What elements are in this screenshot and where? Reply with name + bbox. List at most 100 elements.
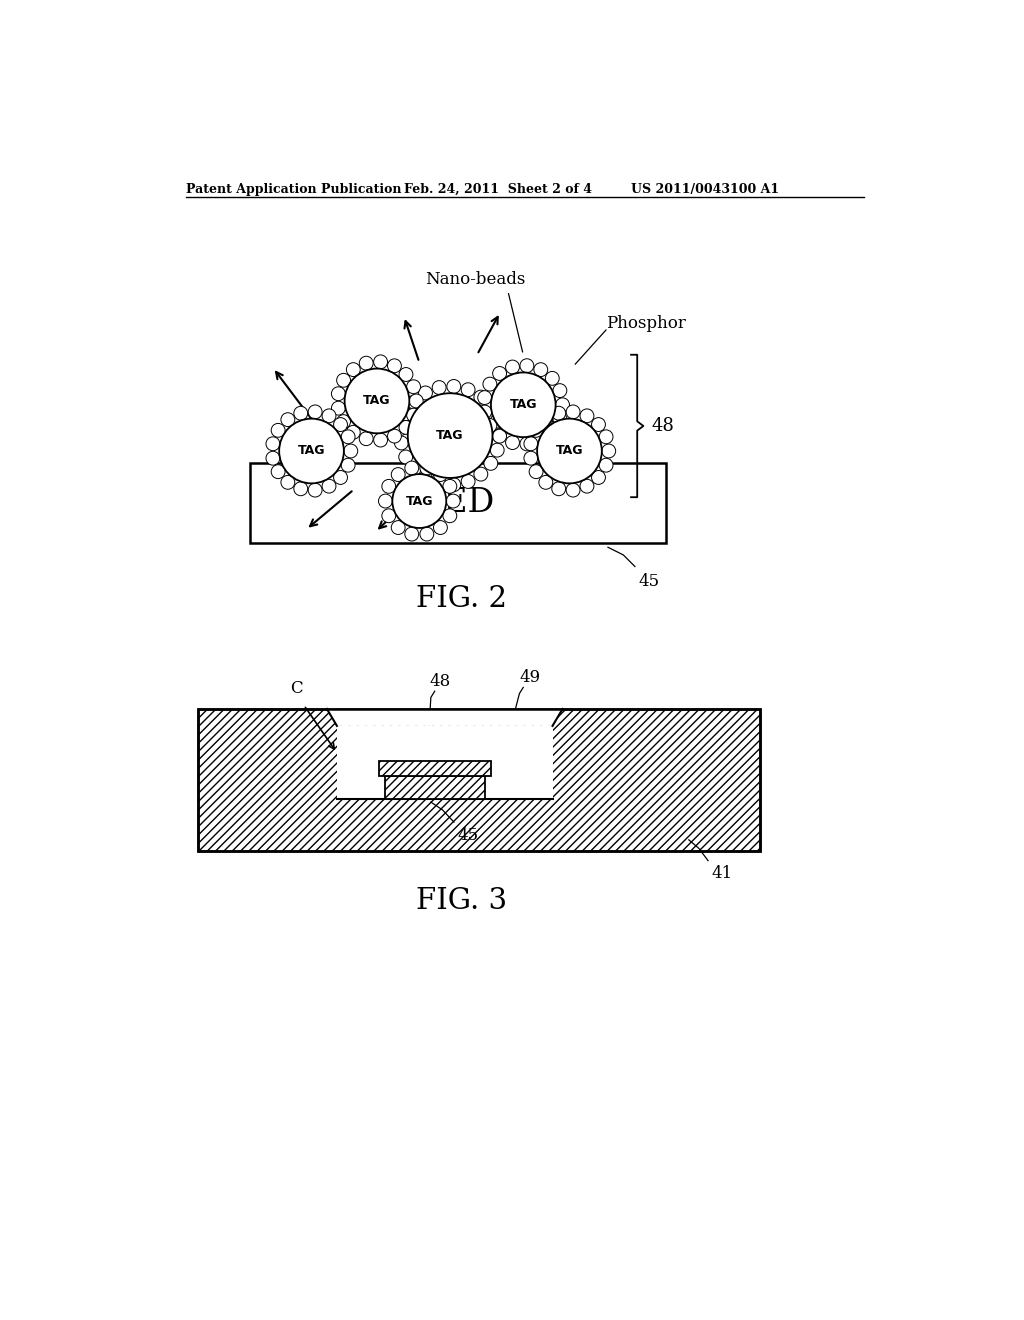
Circle shape bbox=[592, 470, 605, 484]
Text: 48: 48 bbox=[651, 417, 674, 436]
Text: US 2011/0043100 A1: US 2011/0043100 A1 bbox=[631, 183, 779, 197]
Circle shape bbox=[374, 355, 387, 368]
Circle shape bbox=[407, 408, 421, 422]
Circle shape bbox=[483, 378, 497, 391]
Text: FIG. 2: FIG. 2 bbox=[416, 585, 507, 612]
Circle shape bbox=[599, 430, 613, 444]
Circle shape bbox=[391, 467, 406, 482]
Circle shape bbox=[382, 508, 395, 523]
Text: 49: 49 bbox=[519, 669, 541, 686]
Circle shape bbox=[546, 424, 559, 438]
Circle shape bbox=[398, 408, 413, 421]
Circle shape bbox=[529, 465, 543, 479]
Circle shape bbox=[580, 479, 594, 494]
Text: C: C bbox=[290, 680, 302, 697]
Circle shape bbox=[484, 457, 498, 470]
Circle shape bbox=[399, 421, 413, 434]
Circle shape bbox=[553, 412, 567, 426]
Bar bbox=[385, 776, 484, 799]
Circle shape bbox=[387, 359, 401, 372]
Circle shape bbox=[419, 385, 432, 400]
Circle shape bbox=[478, 405, 492, 418]
Polygon shape bbox=[327, 709, 562, 726]
Text: Phosphor: Phosphor bbox=[606, 315, 686, 333]
Circle shape bbox=[334, 470, 347, 484]
Circle shape bbox=[266, 451, 280, 465]
Circle shape bbox=[539, 475, 553, 490]
Circle shape bbox=[552, 482, 565, 496]
Circle shape bbox=[484, 401, 498, 414]
Circle shape bbox=[346, 425, 360, 440]
Circle shape bbox=[493, 429, 507, 444]
Circle shape bbox=[392, 474, 446, 528]
Circle shape bbox=[546, 371, 559, 385]
Circle shape bbox=[391, 520, 406, 535]
Text: TAG: TAG bbox=[364, 395, 391, 408]
Circle shape bbox=[534, 433, 548, 447]
Circle shape bbox=[493, 367, 507, 380]
Circle shape bbox=[446, 478, 461, 491]
Circle shape bbox=[419, 471, 432, 486]
Circle shape bbox=[474, 467, 487, 480]
Text: 41: 41 bbox=[712, 866, 733, 882]
Circle shape bbox=[534, 363, 548, 376]
Circle shape bbox=[599, 458, 613, 473]
Circle shape bbox=[524, 451, 538, 465]
Circle shape bbox=[483, 418, 497, 433]
Circle shape bbox=[420, 461, 434, 475]
Circle shape bbox=[580, 409, 594, 422]
Circle shape bbox=[420, 527, 434, 541]
Circle shape bbox=[506, 436, 519, 450]
Circle shape bbox=[490, 372, 556, 437]
Circle shape bbox=[387, 429, 401, 444]
Circle shape bbox=[446, 494, 460, 508]
Circle shape bbox=[404, 461, 419, 475]
Text: TAG: TAG bbox=[510, 399, 537, 412]
Circle shape bbox=[345, 368, 410, 433]
Circle shape bbox=[346, 363, 360, 376]
Bar bbox=[199, 709, 761, 851]
Circle shape bbox=[408, 393, 493, 478]
Circle shape bbox=[294, 407, 307, 420]
Text: LED: LED bbox=[421, 487, 495, 519]
Circle shape bbox=[566, 405, 580, 418]
Bar bbox=[199, 709, 761, 851]
Circle shape bbox=[408, 462, 421, 477]
Circle shape bbox=[493, 429, 506, 442]
Circle shape bbox=[520, 437, 534, 451]
Circle shape bbox=[443, 479, 457, 494]
Bar bbox=[379, 760, 490, 776]
Circle shape bbox=[337, 414, 350, 429]
Circle shape bbox=[552, 407, 565, 420]
Circle shape bbox=[556, 397, 569, 412]
Bar bbox=[379, 760, 490, 776]
Text: TAG: TAG bbox=[406, 495, 433, 508]
Circle shape bbox=[461, 383, 475, 396]
Bar bbox=[250, 462, 666, 544]
Circle shape bbox=[539, 413, 553, 426]
Text: FIG. 3: FIG. 3 bbox=[416, 887, 507, 916]
Circle shape bbox=[341, 430, 355, 444]
Circle shape bbox=[374, 433, 387, 447]
Circle shape bbox=[404, 527, 419, 541]
Circle shape bbox=[394, 421, 409, 436]
Circle shape bbox=[281, 475, 295, 490]
Circle shape bbox=[538, 418, 602, 483]
Circle shape bbox=[446, 380, 461, 393]
Text: Feb. 24, 2011  Sheet 2 of 4: Feb. 24, 2011 Sheet 2 of 4 bbox=[403, 183, 592, 197]
Text: TAG: TAG bbox=[298, 445, 326, 458]
Circle shape bbox=[443, 508, 457, 523]
Circle shape bbox=[280, 418, 344, 483]
Circle shape bbox=[474, 391, 487, 404]
Circle shape bbox=[271, 465, 285, 479]
Circle shape bbox=[379, 494, 392, 508]
Circle shape bbox=[294, 482, 307, 496]
Text: 45: 45 bbox=[639, 573, 659, 590]
Circle shape bbox=[332, 387, 345, 401]
Text: 48: 48 bbox=[429, 673, 451, 689]
Text: Patent Application Publication: Patent Application Publication bbox=[186, 183, 401, 197]
Circle shape bbox=[334, 417, 347, 432]
Circle shape bbox=[410, 395, 423, 408]
Circle shape bbox=[553, 384, 567, 397]
Circle shape bbox=[281, 413, 295, 426]
